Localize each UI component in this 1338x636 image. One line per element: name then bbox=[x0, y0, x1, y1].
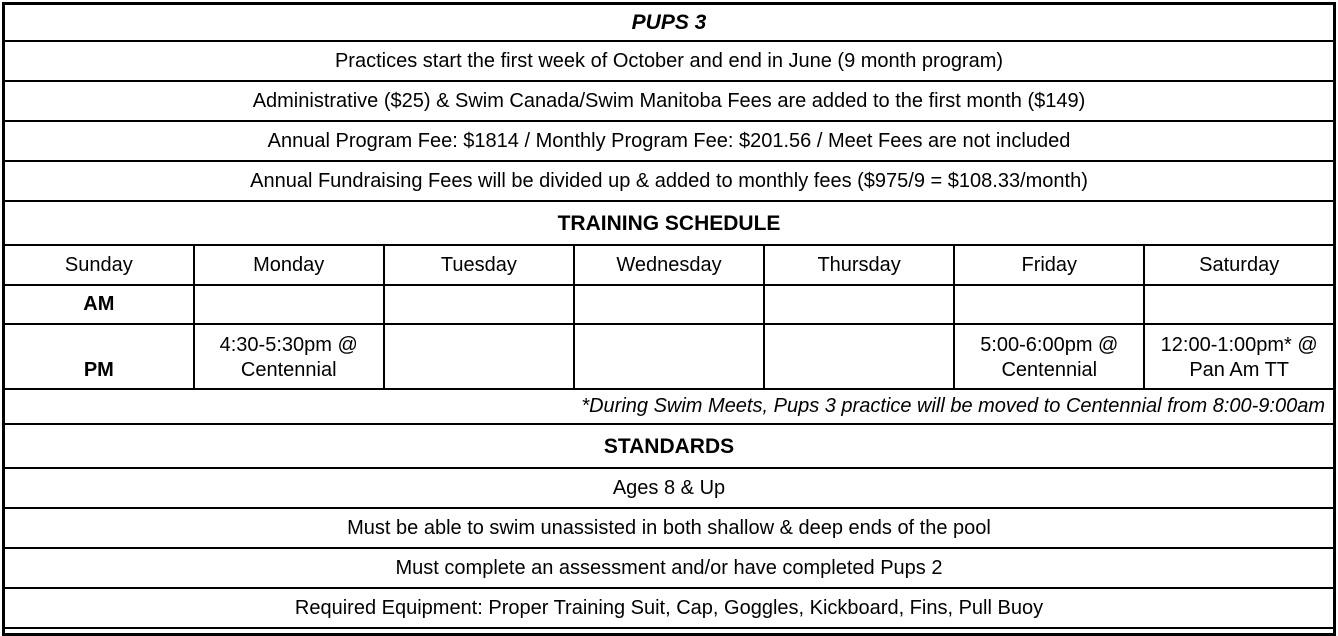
day-header-sunday: Sunday bbox=[2, 244, 195, 286]
schedule-cell-am-tuesday bbox=[382, 284, 575, 325]
schedule-cell-pm-saturday: 12:00-1:00pm* @ Pan Am TT bbox=[1143, 323, 1336, 390]
schedule-footnote: *During Swim Meets, Pups 3 practice will… bbox=[2, 388, 1336, 425]
training-schedule-heading: TRAINING SCHEDULE bbox=[2, 200, 1336, 246]
page-title: PUPS 3 bbox=[2, 2, 1336, 42]
standard-equipment-text: Required Equipment: Proper Training Suit… bbox=[2, 587, 1336, 629]
standard-row-ages: Ages 8 & Up bbox=[2, 467, 1336, 509]
info-row-fundraising: Annual Fundraising Fees will be divided … bbox=[2, 160, 1336, 202]
training-schedule-section-row: TRAINING SCHEDULE bbox=[2, 200, 1336, 246]
info-program-fee-text: Annual Program Fee: $1814 / Monthly Prog… bbox=[2, 120, 1336, 162]
schedule-cell-am-friday bbox=[953, 284, 1146, 325]
standard-row-equipment: Required Equipment: Proper Training Suit… bbox=[2, 587, 1336, 629]
schedule-row-pm: PM 4:30-5:30pm @ Centennial 5:00-6:00pm … bbox=[2, 323, 1336, 390]
standards-heading: STANDARDS bbox=[2, 423, 1336, 469]
info-row-practices: Practices start the first week of Octobe… bbox=[2, 40, 1336, 82]
info-row-program-fee: Annual Program Fee: $1814 / Monthly Prog… bbox=[2, 120, 1336, 162]
standard-assessment-text: Must complete an assessment and/or have … bbox=[2, 547, 1336, 589]
info-row-admin-fees: Administrative ($25) & Swim Canada/Swim … bbox=[2, 80, 1336, 122]
day-header-wednesday: Wednesday bbox=[572, 244, 766, 286]
standard-row-assessment: Must complete an assessment and/or have … bbox=[2, 547, 1336, 589]
title-row: PUPS 3 bbox=[2, 2, 1336, 42]
schedule-cell-pm-friday: 5:00-6:00pm @ Centennial bbox=[953, 323, 1146, 390]
schedule-row-am: AM bbox=[2, 284, 1336, 325]
day-header-monday: Monday bbox=[192, 244, 385, 286]
day-header-tuesday: Tuesday bbox=[382, 244, 575, 286]
standard-ages-text: Ages 8 & Up bbox=[2, 467, 1336, 509]
schedule-footnote-row: *During Swim Meets, Pups 3 practice will… bbox=[2, 388, 1336, 425]
partial-next-row-cell bbox=[2, 627, 1336, 636]
pm-row-label: PM bbox=[2, 323, 195, 390]
day-header-saturday: Saturday bbox=[1143, 244, 1336, 286]
schedule-cell-am-saturday bbox=[1143, 284, 1336, 325]
schedule-cell-pm-tuesday bbox=[382, 323, 575, 390]
schedule-cell-pm-thursday bbox=[763, 323, 956, 390]
schedule-cell-pm-monday: 4:30-5:30pm @ Centennial bbox=[192, 323, 385, 390]
standard-row-swim-unassisted: Must be able to swim unassisted in both … bbox=[2, 507, 1336, 549]
info-admin-fees-text: Administrative ($25) & Swim Canada/Swim … bbox=[2, 80, 1336, 122]
schedule-cell-am-monday bbox=[192, 284, 385, 325]
partial-next-row bbox=[2, 627, 1336, 636]
schedule-cell-pm-wednesday bbox=[572, 323, 766, 390]
standards-section-row: STANDARDS bbox=[2, 423, 1336, 469]
schedule-cell-am-wednesday bbox=[572, 284, 766, 325]
info-practices-text: Practices start the first week of Octobe… bbox=[2, 40, 1336, 82]
day-header-thursday: Thursday bbox=[763, 244, 956, 286]
schedule-cell-am-thursday bbox=[763, 284, 956, 325]
day-header-row: Sunday Monday Tuesday Wednesday Thursday… bbox=[2, 244, 1336, 286]
day-header-friday: Friday bbox=[953, 244, 1146, 286]
standard-swim-unassisted-text: Must be able to swim unassisted in both … bbox=[2, 507, 1336, 549]
info-fundraising-text: Annual Fundraising Fees will be divided … bbox=[2, 160, 1336, 202]
am-row-label: AM bbox=[2, 284, 195, 325]
